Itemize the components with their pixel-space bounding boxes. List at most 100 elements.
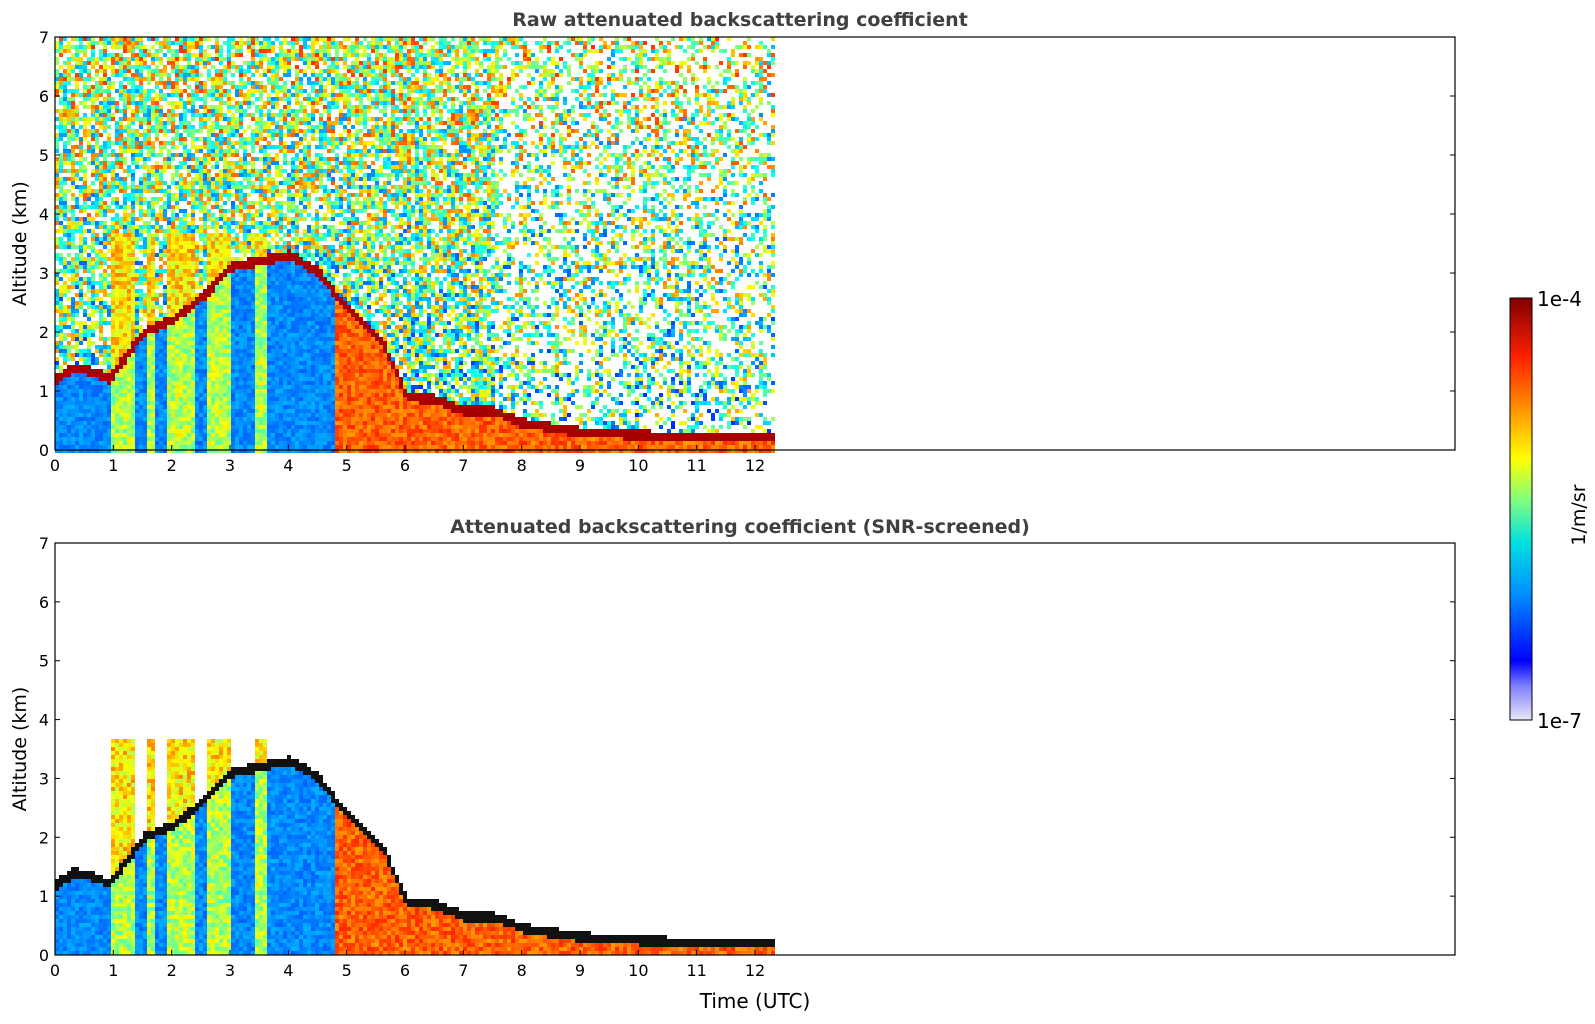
- heatmap-cell: [175, 101, 179, 105]
- heatmap-cell: [243, 193, 247, 197]
- heatmap-cell: [167, 285, 171, 289]
- heatmap-cell: [147, 241, 151, 245]
- heatmap-cell: [239, 417, 243, 421]
- heatmap-cell: [155, 189, 159, 193]
- heatmap-cell: [191, 97, 195, 101]
- heatmap-cell: [71, 449, 75, 453]
- heatmap-cell: [155, 377, 159, 381]
- heatmap-cell: [235, 241, 239, 245]
- heatmap-cell: [151, 109, 155, 113]
- heatmap-cell: [275, 281, 279, 285]
- heatmap-cell: [79, 41, 83, 45]
- heatmap-cell: [75, 413, 79, 417]
- heatmap-cell: [55, 125, 59, 129]
- heatmap-cell: [259, 41, 263, 45]
- heatmap-cell: [247, 353, 251, 357]
- heatmap-cell: [55, 165, 59, 169]
- heatmap-cell: [207, 325, 211, 329]
- heatmap-cell: [99, 393, 103, 397]
- heatmap-cell: [119, 353, 123, 357]
- heatmap-cell: [171, 113, 175, 117]
- heatmap-cell: [211, 85, 215, 89]
- heatmap-cell: [67, 325, 71, 329]
- heatmap-cell: [263, 285, 267, 289]
- heatmap-cell: [151, 357, 155, 361]
- heatmap-cell: [243, 93, 247, 97]
- heatmap-cell: [127, 69, 131, 73]
- heatmap-cell: [275, 321, 279, 325]
- heatmap-cell: [135, 301, 139, 305]
- heatmap-cell: [259, 73, 263, 77]
- heatmap-cell: [107, 241, 111, 245]
- heatmap-cell: [223, 277, 227, 281]
- heatmap-cell: [103, 245, 107, 249]
- heatmap-cell: [235, 333, 239, 337]
- heatmap-cell: [219, 193, 223, 197]
- heatmap-cell: [119, 37, 123, 41]
- heatmap-cell: [207, 341, 211, 345]
- heatmap-cell: [115, 177, 119, 181]
- heatmap-cell: [247, 309, 251, 313]
- heatmap-cell: [267, 129, 271, 133]
- heatmap-cell: [147, 185, 151, 189]
- heatmap-cell: [215, 285, 219, 289]
- heatmap-cell: [251, 333, 255, 337]
- heatmap-cell: [83, 173, 87, 177]
- heatmap-cell: [183, 69, 187, 73]
- heatmap-cell: [111, 69, 115, 73]
- heatmap-cell: [139, 181, 143, 185]
- heatmap-cell: [211, 389, 215, 393]
- heatmap-cell: [123, 405, 127, 409]
- heatmap-cell: [275, 225, 279, 229]
- heatmap-cell: [79, 329, 83, 333]
- heatmap-cell: [231, 325, 235, 329]
- heatmap-cell: [103, 445, 107, 449]
- heatmap-cell: [167, 385, 171, 389]
- heatmap-cell: [259, 173, 263, 177]
- heatmap-cell: [191, 137, 195, 141]
- heatmap-cell: [151, 77, 155, 81]
- heatmap-cell: [215, 145, 219, 149]
- heatmap-cell: [155, 253, 159, 257]
- heatmap-cell: [215, 433, 219, 437]
- heatmap-cell: [91, 149, 95, 153]
- heatmap-cell: [259, 273, 263, 277]
- heatmap-cell: [103, 385, 107, 389]
- heatmap-cell: [207, 241, 211, 245]
- heatmap-cell: [119, 437, 123, 441]
- heatmap-cell: [67, 117, 71, 121]
- heatmap-cell: [135, 421, 139, 425]
- heatmap-cell: [79, 393, 83, 397]
- heatmap-cell: [83, 113, 87, 117]
- heatmap-cell: [251, 377, 255, 381]
- heatmap-cell: [175, 261, 179, 265]
- heatmap-cell: [251, 325, 255, 329]
- heatmap-cell: [211, 177, 215, 181]
- heatmap-cell: [131, 177, 135, 181]
- heatmap-cell: [231, 177, 235, 181]
- heatmap-cell: [111, 165, 115, 169]
- heatmap-cell: [179, 197, 183, 201]
- heatmap-cell: [215, 413, 219, 417]
- heatmap-cell: [175, 417, 179, 421]
- heatmap-cell: [227, 261, 231, 265]
- heatmap-cell: [107, 145, 111, 149]
- heatmap-cell: [211, 349, 215, 353]
- heatmap-cell: [147, 397, 151, 401]
- heatmap-cell: [115, 273, 119, 277]
- heatmap-cell: [147, 125, 151, 129]
- heatmap-cell: [83, 125, 87, 129]
- heatmap-cell: [79, 357, 83, 361]
- heatmap-cell: [123, 145, 127, 149]
- heatmap-cell: [211, 153, 215, 157]
- heatmap-cell: [203, 57, 207, 61]
- heatmap-cell: [267, 181, 271, 185]
- heatmap-cell: [195, 113, 199, 117]
- heatmap-cell: [135, 409, 139, 413]
- heatmap-cell: [91, 389, 95, 393]
- heatmap-cell: [127, 417, 131, 421]
- heatmap-cell: [151, 153, 155, 157]
- heatmap-cell: [75, 433, 79, 437]
- heatmap-cell: [119, 141, 123, 145]
- heatmap-cell: [259, 85, 263, 89]
